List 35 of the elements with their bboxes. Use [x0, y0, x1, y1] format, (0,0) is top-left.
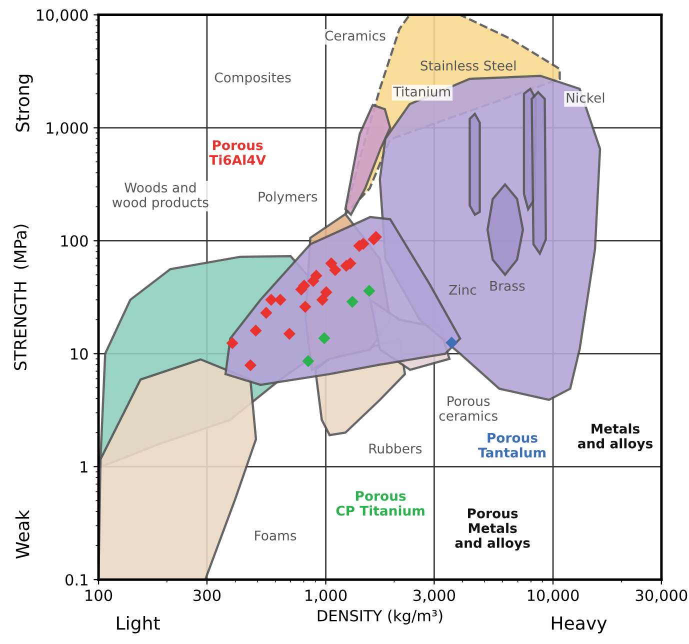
x-tick-label: 1,000 — [306, 590, 347, 603]
annotation: Titanium — [393, 86, 450, 97]
x-tick-label: 100 — [86, 590, 112, 602]
annotation: Stainless Steel — [420, 60, 516, 71]
annotation: Rubbers — [369, 443, 422, 454]
y-tick-label: 0.1 — [66, 574, 88, 586]
text: Strong — [16, 74, 33, 132]
x-tick-label: 3,000 — [413, 590, 456, 603]
annotation: Nickel — [566, 92, 604, 103]
annotation: Ceramics — [325, 30, 386, 41]
x-tick-label: 300 — [194, 590, 221, 602]
y-tick-label: 10 — [71, 348, 88, 360]
y-axis-title: STRENGTH (MPa) — [14, 224, 29, 370]
annotation: Porous ceramics — [439, 396, 498, 421]
y-tick-label: 1 — [80, 461, 88, 472]
y-tick-label: 100 — [61, 235, 88, 247]
x-tick-label: 10,000 — [528, 590, 579, 603]
x-axis-title: DENSITY (kg/m³) — [318, 610, 442, 624]
x-tick-label: 30,000 — [636, 590, 688, 603]
text: Weak — [15, 510, 30, 559]
y-tick-label: 10,000 — [37, 9, 88, 22]
annotation: Metals and alloys — [578, 423, 653, 452]
annotation: Porous CP Titanium — [336, 491, 424, 516]
text: Light — [117, 616, 160, 634]
annotation: Foams — [255, 530, 296, 541]
annotation: Zinc — [449, 284, 476, 295]
annotation: Polymers — [258, 191, 318, 204]
annotation: Woods and wood products — [112, 182, 208, 210]
annotation: Composites — [214, 72, 291, 86]
annotation: Porous Metals and alloys — [455, 508, 530, 551]
annotation: Brass — [490, 281, 525, 291]
y-tick-label: 1,000 — [46, 122, 88, 136]
annotation: Porous Ti6Al4V — [209, 140, 266, 165]
text: Heavy — [552, 616, 607, 634]
annotation: Porous Tantalum — [478, 432, 546, 458]
